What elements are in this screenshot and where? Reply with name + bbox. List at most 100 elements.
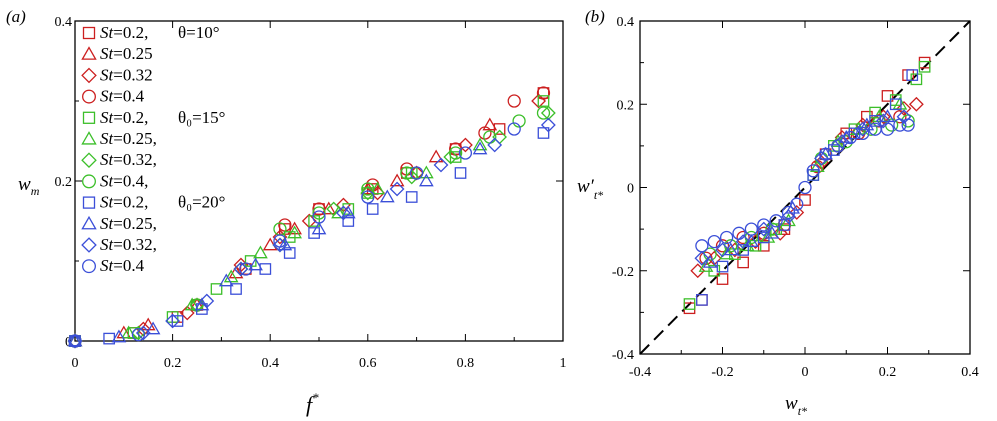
panel-b-x-tick-label: 0.2	[879, 365, 897, 380]
panel-a-data-point	[537, 127, 550, 139]
panel-a-data-point	[259, 263, 272, 275]
panel-b-data-point	[715, 239, 730, 253]
legend-label-value: =0.32,	[113, 150, 157, 169]
legend-marker	[82, 26, 96, 40]
panel-a-data-point	[370, 181, 385, 195]
panel-b-data-point	[880, 122, 895, 136]
panel-a-data-point	[537, 95, 550, 107]
panel-b-data-point	[799, 194, 811, 206]
panel-a-data-point	[512, 114, 526, 128]
panel-b-data-point	[901, 118, 915, 132]
panel-a-data-point	[67, 333, 83, 347]
panel-b-data-point	[785, 200, 800, 214]
legend-label-angle: θ₀=15°	[178, 108, 225, 127]
panel-a-data-point	[361, 182, 375, 196]
panel-a-data-point	[536, 86, 551, 100]
panel-b-data-point	[869, 115, 881, 127]
panel-b-data-point	[716, 273, 729, 285]
panel-a-x-tick-label: 0.6	[359, 356, 377, 371]
panel-a-data-point	[507, 94, 521, 108]
panel-b-x-axis-label: wt*	[785, 393, 807, 418]
panel-a-data-point	[493, 123, 506, 135]
panel-a-data-point	[433, 157, 449, 173]
panel-a-y-tick-label: 0	[65, 335, 72, 350]
legend-label-st: St	[100, 108, 115, 127]
panel-b-y-axis-label: w′t*	[577, 176, 603, 202]
legend-label-value: =0.2,	[113, 23, 148, 42]
panel-a-data-point	[278, 218, 292, 232]
panel-b-data-point	[818, 147, 833, 161]
panel-b-data-point	[715, 242, 730, 258]
panel-a-data-point	[233, 261, 249, 277]
panel-b-data-point	[757, 218, 771, 232]
panel-a-points	[67, 86, 556, 349]
panel-b-data-point	[719, 246, 734, 260]
panel-b-data-point	[908, 96, 924, 112]
legend-label-value: =0.4	[113, 87, 144, 106]
panel-b-y-label-main: w′	[577, 176, 595, 197]
legend-label-st: St	[100, 129, 115, 148]
panel-a-data-point	[326, 201, 342, 217]
panel-b-x-tick-label: 0	[802, 365, 809, 380]
panel-b-y-tick-label: -0.2	[612, 265, 634, 280]
panel-a-data-point	[540, 105, 556, 121]
legend-label-st: St	[100, 150, 115, 169]
panel-a-data-point	[145, 321, 161, 335]
panel-b-data-point	[690, 263, 706, 279]
panel-b-data-point	[798, 180, 812, 195]
panel-b-data-point	[744, 222, 759, 236]
panel-a-data-point	[262, 237, 278, 251]
panel-a-label: (a)	[6, 7, 26, 26]
panel-a-data-point	[277, 237, 293, 251]
panel-b-data-point	[694, 250, 710, 266]
legend-label-value: =0.32	[113, 65, 152, 84]
legend-label-value: =0.25	[113, 44, 152, 63]
panel-a-data-point	[458, 146, 473, 160]
legend-marker	[82, 89, 96, 104]
panel-b-data-point	[790, 197, 804, 211]
legend-label-value: =0.25,	[113, 214, 157, 233]
panel-b-data-point	[806, 164, 820, 178]
legend-marker	[82, 174, 96, 189]
legend-label: St=0.4	[100, 87, 145, 106]
panel-a-data-point	[68, 334, 82, 348]
panel-b-data-point	[875, 113, 891, 129]
panel-a-data-point	[111, 329, 127, 343]
panel-a-data-point	[223, 269, 239, 283]
panel-a-data-point	[312, 202, 326, 216]
legend-marker	[82, 196, 96, 209]
legend-label: St=0.25,	[100, 129, 157, 148]
legend-label: St=0.2,	[100, 23, 148, 42]
panel-b-y-tick-label: 0.4	[617, 15, 635, 30]
panel-a-y-tick-label: 0.2	[55, 175, 73, 190]
legend-label-value: =0.2,	[113, 193, 148, 212]
panel-a-data-point	[507, 122, 521, 136]
legend-label: St=0.32	[100, 65, 153, 84]
panel-a-x-label-sup: *	[312, 390, 319, 405]
legend-marker	[81, 131, 97, 145]
panel-a-data-point	[389, 173, 405, 187]
legend-label-value: =0.32,	[113, 235, 157, 254]
panel-a-data-point	[472, 137, 488, 151]
panel-a-data-point	[331, 205, 346, 219]
panel-b-x-label-main: w	[785, 393, 798, 414]
panel-b-y-tick-label: 0.2	[617, 98, 635, 113]
panel-a-data-point	[366, 203, 379, 215]
panel-a-x-label-main: f	[306, 392, 315, 417]
panel-a-data-point	[131, 327, 146, 342]
panel-b-data-point	[769, 214, 783, 228]
panel-b-points	[683, 56, 931, 315]
panel-b-data-point	[727, 242, 743, 258]
legend-label: St=0.32,	[100, 235, 157, 254]
legend-marker	[81, 67, 97, 84]
panel-b-data-point	[855, 121, 871, 137]
panel-b-data-point	[719, 230, 734, 245]
legend-marker	[81, 152, 97, 168]
panel-a: (a) 0 0.2 0.4 0.6 0.8 100.20.4 St=0.2, θ=10°St…	[6, 7, 567, 417]
panel-a-y-label-main: w	[18, 174, 31, 195]
panel-b-x-tick-label: -0.2	[711, 365, 733, 380]
legend-label: St=0.4	[100, 256, 145, 275]
panel-b-data-point	[828, 144, 840, 156]
panel-b-label: (b)	[585, 7, 605, 26]
panel-a-data-point	[404, 169, 420, 185]
